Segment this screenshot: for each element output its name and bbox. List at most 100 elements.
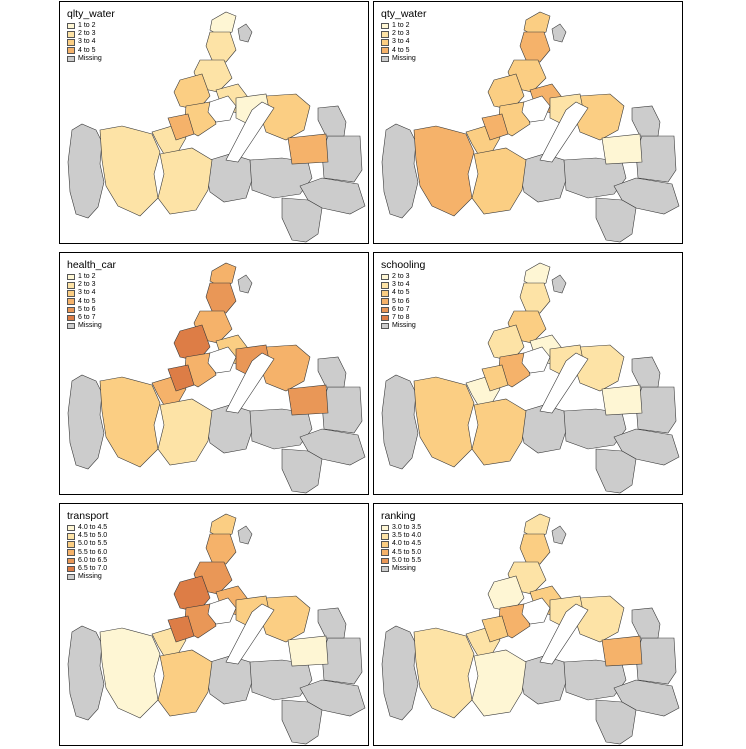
region-east-square: [287, 384, 329, 416]
missing-east-1: [563, 157, 627, 199]
map-panel-ranking: ranking 3.0 to 3.5 3.5 to 4.0 4.0 to 4.5 4.…: [373, 503, 683, 746]
missing-south: [595, 699, 637, 745]
region-east-square: [601, 384, 643, 416]
legend-item: 2 to 3: [67, 281, 116, 289]
legend-swatch: [67, 557, 75, 565]
legend-swatch: [67, 282, 75, 289]
region-urban-1: [209, 11, 237, 37]
legend-item: 6 to 7: [381, 306, 425, 314]
region-urban-1: [209, 262, 237, 288]
legend-label: 4.5 to 5.0: [392, 548, 422, 556]
legend-swatch: [67, 533, 75, 540]
legend-item: 5.5 to 6.0: [67, 549, 108, 557]
legend-title: transport: [67, 510, 109, 522]
region-urban-2: [519, 31, 551, 63]
legend-label: 5.0 to 5.5: [78, 540, 108, 548]
region-urban-8: [481, 364, 509, 392]
legend-item: 7 to 8: [381, 314, 425, 322]
legend-label: 3 to 4: [78, 289, 96, 297]
legend-item: 4 to 5: [381, 289, 425, 297]
region-strip-gap: [539, 101, 589, 163]
region-urban-8: [481, 615, 509, 643]
region-east-square: [287, 133, 329, 165]
region-water-body: [207, 597, 237, 625]
missing-ne: [631, 607, 661, 639]
choropleth-map: [67, 513, 366, 745]
region-strip-gap: [539, 352, 589, 414]
region-west: [99, 125, 161, 217]
legend-item: 2 to 3: [381, 30, 427, 38]
region-urban-1: [523, 11, 551, 37]
legend-label: 5.5 to 6.0: [78, 548, 108, 556]
legend-item: 6 to 7: [67, 314, 116, 322]
legend-label: Missing: [392, 54, 416, 62]
legend-swatch: [67, 565, 75, 573]
map-legend: ranking 3.0 to 3.5 3.5 to 4.0 4.0 to 4.5 4.…: [381, 510, 421, 573]
legend-item: 5.0 to 5.5: [67, 540, 108, 548]
region-urban-8: [167, 364, 195, 392]
region-urban-2: [205, 31, 237, 63]
missing-ne: [317, 356, 347, 388]
legend-swatch: [67, 39, 75, 46]
legend-swatch: [381, 55, 389, 63]
legend-label: 3 to 4: [392, 38, 410, 46]
region-water-body: [207, 346, 237, 374]
legend-swatch: [381, 524, 389, 532]
region-south: [471, 649, 527, 717]
choropleth-map: [67, 11, 366, 243]
missing-east-1: [563, 659, 627, 701]
legend-label: 6.5 to 7.0: [78, 565, 108, 573]
missing-south: [281, 699, 323, 745]
legend-swatch: [381, 290, 389, 297]
region-water-body: [521, 95, 551, 123]
missing-east-1: [563, 408, 627, 450]
region-east-square: [601, 133, 643, 165]
missing-south: [595, 197, 637, 243]
legend-label: 6.0 to 6.5: [78, 556, 108, 564]
legend-item: Missing: [381, 322, 425, 330]
region-urban-1: [209, 513, 237, 539]
region-south: [157, 147, 213, 215]
region-strip-gap: [539, 603, 589, 665]
legend-swatch: [381, 533, 389, 540]
legend-label: 2 to 3: [78, 30, 96, 38]
legend-label: 3.0 to 3.5: [392, 524, 422, 532]
legend-swatch: [67, 290, 75, 297]
region-strip-gap: [225, 101, 275, 163]
legend-item: 3.5 to 4.0: [381, 532, 421, 540]
missing-center: [519, 404, 567, 454]
legend-item: Missing: [381, 55, 427, 63]
missing-west: [381, 374, 419, 470]
missing-ne: [631, 356, 661, 388]
legend-label: 3.5 to 4.0: [392, 532, 422, 540]
missing-west: [381, 123, 419, 219]
legend-label: Missing: [78, 54, 102, 62]
legend-item: 4.0 to 4.5: [381, 540, 421, 548]
map-panel-transport: transport 4.0 to 4.5 4.5 to 5.0 5.0 to 5.5…: [59, 503, 369, 746]
legend-title: schooling: [381, 259, 426, 271]
legend-item: 3 to 4: [381, 38, 427, 46]
legend-swatch: [381, 39, 389, 46]
legend-swatch: [67, 55, 75, 63]
region-west: [99, 627, 161, 719]
legend-label: 1 to 2: [78, 22, 96, 30]
legend-label: 2 to 3: [392, 273, 410, 281]
legend-label: 1 to 2: [78, 273, 96, 281]
legend-item: 3 to 4: [67, 38, 115, 46]
missing-top: [237, 274, 253, 294]
legend-swatch: [381, 31, 389, 38]
legend-item: 3 to 4: [381, 281, 425, 289]
region-urban-1: [523, 262, 551, 288]
legend-item: Missing: [67, 55, 115, 63]
missing-ne: [631, 105, 661, 137]
region-water-body: [521, 597, 551, 625]
legend-swatch: [381, 549, 389, 556]
legend-label: 4 to 5: [78, 297, 96, 305]
legend-swatch: [67, 47, 75, 54]
missing-top: [551, 23, 567, 43]
missing-center: [519, 655, 567, 705]
legend-item: 3 to 4: [67, 289, 116, 297]
